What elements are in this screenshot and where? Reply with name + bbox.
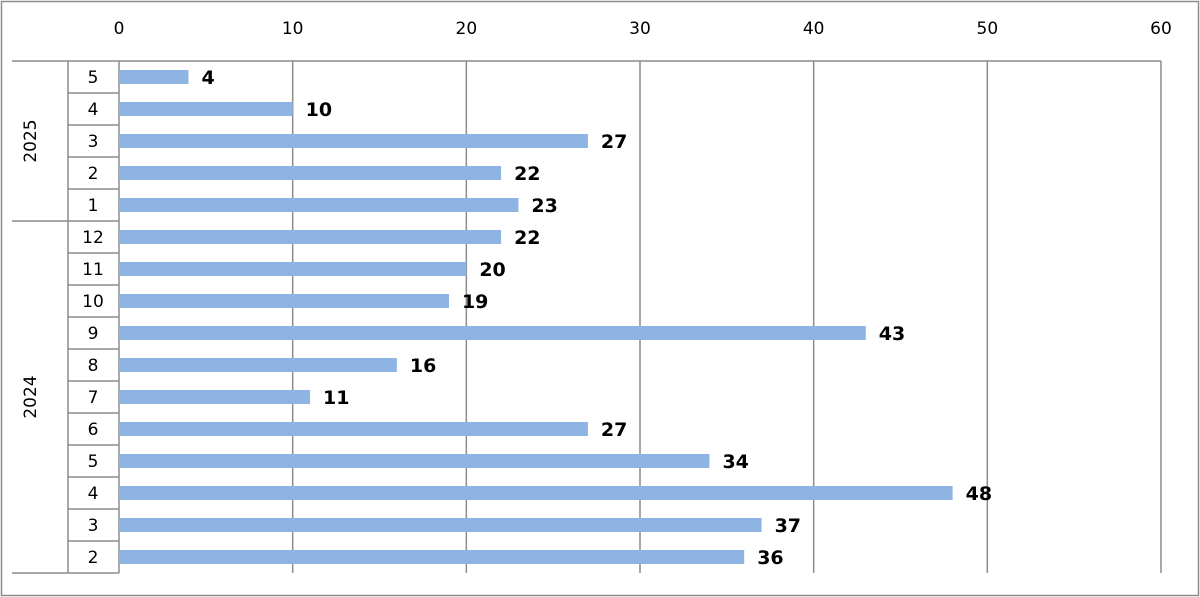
bar <box>119 166 502 180</box>
month-label: 9 <box>88 324 99 344</box>
data-label: 27 <box>601 131 627 153</box>
bar <box>119 230 502 244</box>
x-tick-label: 0 <box>114 19 125 39</box>
data-label: 43 <box>879 323 905 345</box>
data-labels: 4 10 27 22 23 22 20 19 43 16 11 27 34 48 37 36 <box>201 67 992 569</box>
data-label: 27 <box>601 419 627 441</box>
data-label: 48 <box>966 483 992 505</box>
x-axis-ticks: 0 10 20 30 40 50 60 <box>114 19 1172 39</box>
year-group-label: 2024 <box>21 375 41 418</box>
bar <box>119 70 189 84</box>
bar <box>119 518 762 532</box>
x-tick-label: 20 <box>456 19 478 39</box>
bar <box>119 198 519 212</box>
month-label: 2 <box>88 548 99 568</box>
data-label: 22 <box>514 163 540 185</box>
year-group-label: 2025 <box>21 119 41 162</box>
month-label: 5 <box>88 68 99 88</box>
month-label: 5 <box>88 452 99 472</box>
bar <box>119 550 745 564</box>
bar <box>119 422 588 436</box>
data-label: 22 <box>514 227 540 249</box>
month-label: 4 <box>88 100 99 120</box>
bar <box>119 102 293 116</box>
month-label: 3 <box>88 516 99 536</box>
data-label: 23 <box>531 195 557 217</box>
category-labels: 5 4 3 2 1 2025 12 11 10 9 8 7 6 5 4 3 2 2024 <box>21 68 104 568</box>
x-tick-label: 10 <box>282 19 304 39</box>
bar <box>119 134 588 148</box>
month-label: 6 <box>88 420 99 440</box>
month-label: 2 <box>88 164 99 184</box>
month-label: 4 <box>88 484 99 504</box>
data-label: 37 <box>775 515 801 537</box>
month-label: 3 <box>88 132 99 152</box>
month-label: 7 <box>88 388 99 408</box>
month-label: 11 <box>82 260 104 280</box>
data-label: 4 <box>201 67 214 89</box>
x-tick-label: 60 <box>1150 19 1172 39</box>
x-tick-label: 50 <box>977 19 999 39</box>
x-tick-label: 40 <box>803 19 825 39</box>
month-label: 8 <box>88 356 99 376</box>
bar <box>119 486 953 500</box>
data-label: 10 <box>306 99 332 121</box>
bars <box>119 70 953 564</box>
month-label: 10 <box>82 292 104 312</box>
data-label: 16 <box>410 355 436 377</box>
bar <box>119 294 449 308</box>
data-label: 20 <box>479 259 505 281</box>
data-label: 34 <box>722 451 748 473</box>
x-tick-label: 30 <box>629 19 651 39</box>
bar <box>119 390 311 404</box>
data-label: 19 <box>462 291 488 313</box>
month-label: 1 <box>88 196 99 216</box>
bar <box>119 454 710 468</box>
data-label: 36 <box>757 547 783 569</box>
bar <box>119 262 467 276</box>
bar <box>119 326 866 340</box>
month-label: 12 <box>82 228 104 248</box>
data-label: 11 <box>323 387 349 409</box>
bar <box>119 358 397 372</box>
